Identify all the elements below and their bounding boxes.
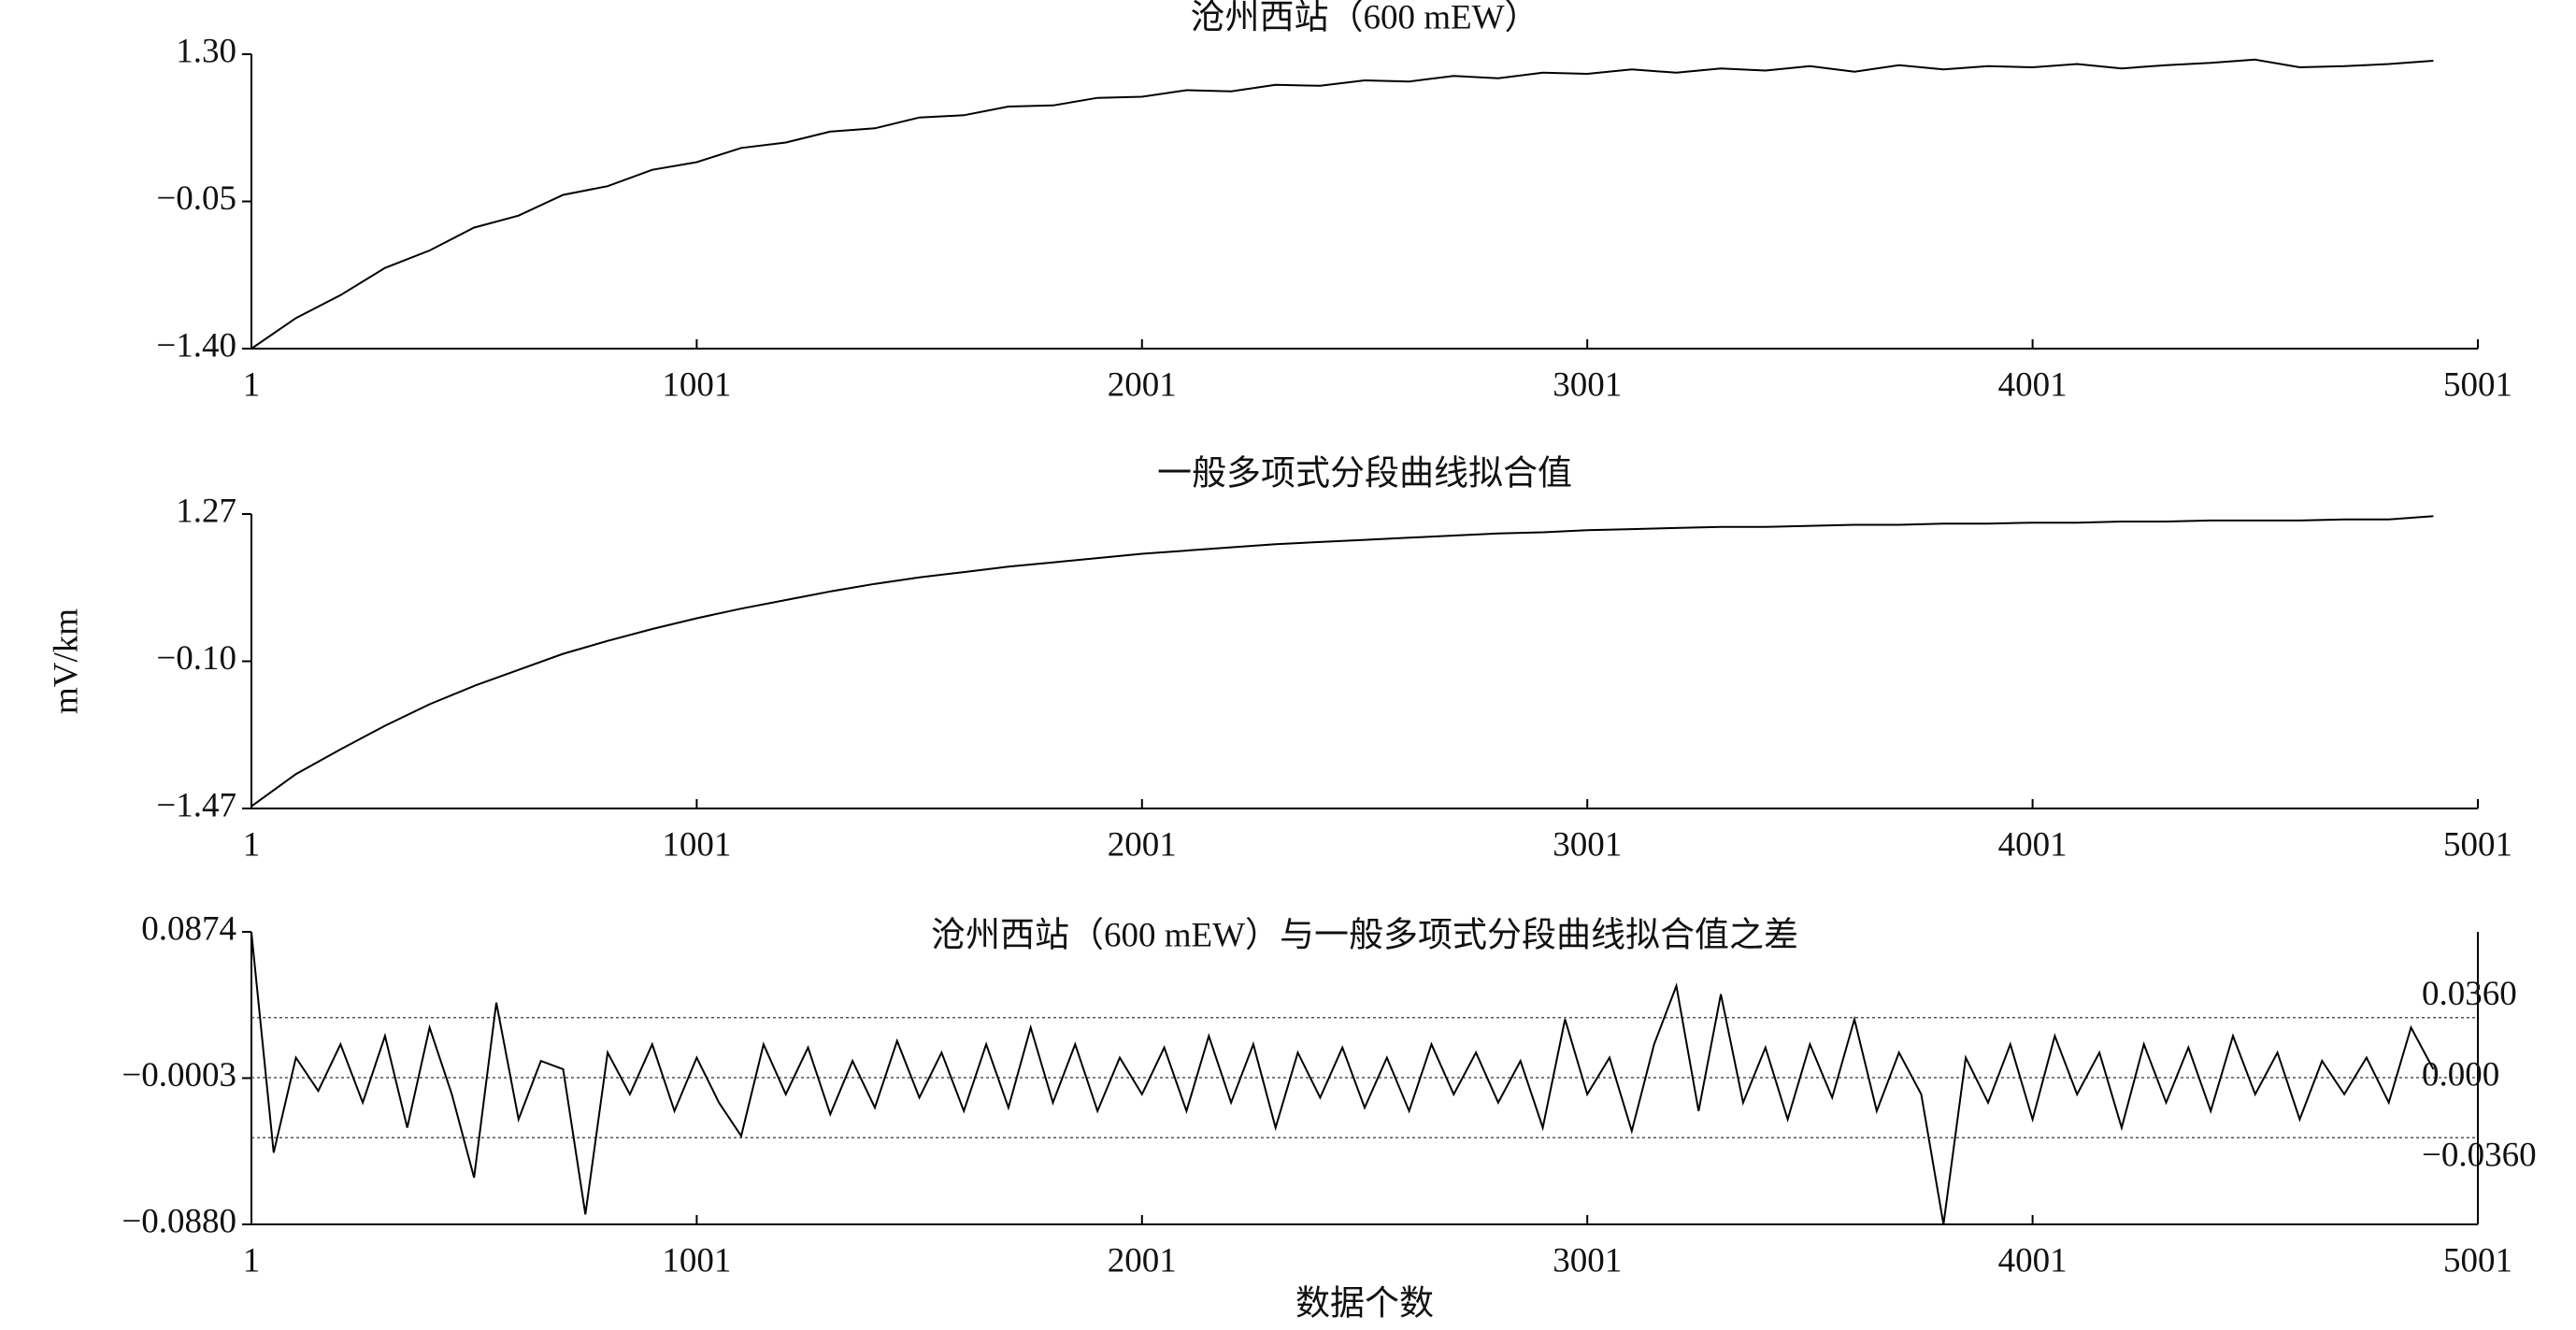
x-tick-label: 3001: [1553, 825, 1622, 864]
x-tick-label: 5001: [2443, 1241, 2512, 1280]
chart-title: 一般多项式分段曲线拟合值: [1157, 453, 1572, 493]
x-tick-label: 5001: [2443, 825, 2512, 864]
y-tick-label: −1.40: [156, 326, 236, 365]
y-tick-label: −0.0880: [122, 1202, 236, 1240]
reference-label: 0.0360: [2422, 975, 2517, 1013]
y-tick-label: 1.27: [176, 492, 236, 530]
x-tick-label: 2001: [1108, 1241, 1177, 1280]
data-line: [250, 58, 2434, 350]
chart-title: 沧州西站（600 mEW）: [1190, 0, 1538, 36]
x-tick-label: 3001: [1553, 1241, 1622, 1280]
reference-label: −0.0360: [2422, 1137, 2537, 1175]
x-tick-label: 5001: [2443, 365, 2512, 404]
x-tick-label: 1: [243, 825, 261, 864]
x-tick-label: 1001: [662, 365, 731, 404]
x-tick-label: 1: [243, 1241, 261, 1280]
chart-title: 沧州西站（600 mEW）与一般多项式分段曲线拟合值之差: [931, 915, 1798, 954]
data-line: [250, 515, 2434, 808]
x-tick-label: 4001: [1998, 825, 2068, 864]
x-tick-label: 2001: [1108, 365, 1177, 404]
x-tick-label: 4001: [1998, 365, 2068, 404]
y-axis-label: mV/km: [47, 608, 85, 714]
x-tick-label: 4001: [1998, 1241, 2068, 1280]
x-axis-label: 数据个数: [1295, 1283, 1434, 1323]
y-tick-label: 0.0874: [141, 909, 236, 948]
y-tick-label: −0.10: [156, 639, 236, 678]
x-tick-label: 1001: [662, 1241, 731, 1280]
x-tick-label: 1001: [662, 825, 731, 864]
x-tick-label: 2001: [1108, 825, 1177, 864]
x-tick-label: 1: [243, 365, 261, 404]
y-tick-label: 1.30: [176, 32, 236, 70]
y-tick-label: −0.05: [156, 179, 236, 218]
y-tick-label: −0.0003: [122, 1056, 236, 1094]
y-tick-label: −1.47: [156, 786, 236, 824]
data-line: [250, 932, 2435, 1225]
x-tick-label: 3001: [1553, 365, 1622, 404]
reference-label: 0.000: [2422, 1055, 2499, 1094]
